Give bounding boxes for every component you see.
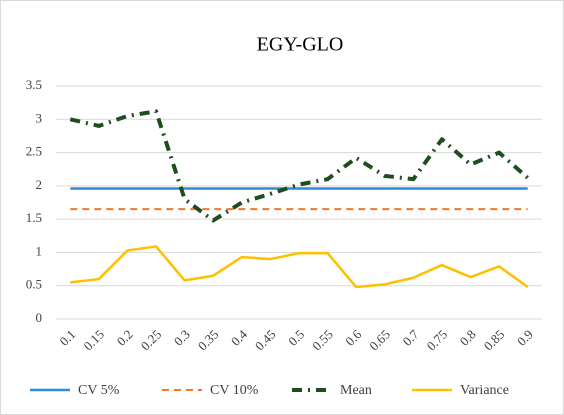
y-tick-label: 3.5 xyxy=(26,77,42,92)
series-line xyxy=(69,109,530,223)
chart-title: EGY-GLO xyxy=(257,34,344,56)
legend-label: Mean xyxy=(340,383,372,398)
y-tick-label: 1.5 xyxy=(26,210,42,225)
series-line xyxy=(70,245,529,289)
y-tick-label: 1 xyxy=(36,243,43,258)
y-tick-label: 2 xyxy=(36,177,43,192)
legend-label: CV 5% xyxy=(78,383,120,398)
legend-label: CV 10% xyxy=(210,383,259,398)
y-tick-label: 2.5 xyxy=(26,144,42,159)
y-tick-label: 3 xyxy=(36,110,43,125)
y-tick-label: 0.5 xyxy=(26,277,42,292)
y-tick-label: 0 xyxy=(36,310,43,325)
legend-label: Variance xyxy=(460,383,509,398)
